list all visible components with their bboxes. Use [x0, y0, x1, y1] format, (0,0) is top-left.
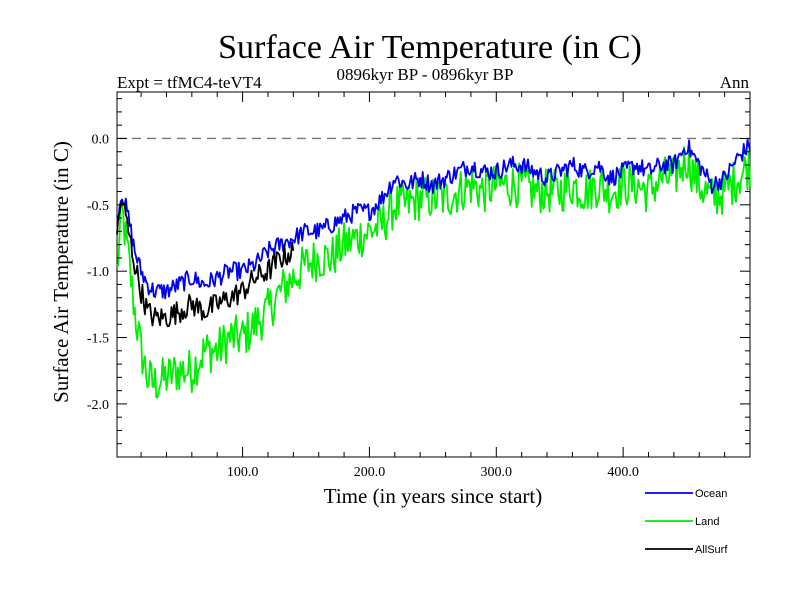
x-tick-label: 300.0: [481, 465, 513, 480]
plot-frame: [116, 91, 751, 458]
legend-label-allsurf: AllSurf: [695, 544, 728, 556]
x-tick-label: 200.0: [354, 465, 386, 480]
y-axis-label: Surface Air Temperature (in C): [49, 141, 73, 403]
y-tick-label: -1.5: [87, 332, 109, 347]
x-tick-label: 400.0: [607, 465, 639, 480]
y-tick-label: 0.0: [92, 132, 110, 147]
x-axis-label: Time (in years since start): [324, 484, 543, 508]
series-line-ocean: [116, 138, 751, 300]
y-tick-label: -1.0: [87, 265, 109, 280]
chart-title: Surface Air Temperature (in C): [218, 29, 642, 66]
experiment-label: Expt = tfMC4-teVT4: [117, 73, 262, 92]
series-line-allsurf: [116, 201, 295, 328]
period-label: 0896kyr BP - 0896kyr BP: [337, 65, 514, 84]
y-tick-label: -0.5: [87, 199, 109, 214]
legend-label-land: Land: [695, 516, 719, 528]
y-tick-label: -2.0: [87, 398, 109, 413]
season-label: Ann: [720, 73, 750, 92]
legend-label-ocean: Ocean: [695, 488, 727, 500]
x-tick-label: 100.0: [227, 465, 259, 480]
